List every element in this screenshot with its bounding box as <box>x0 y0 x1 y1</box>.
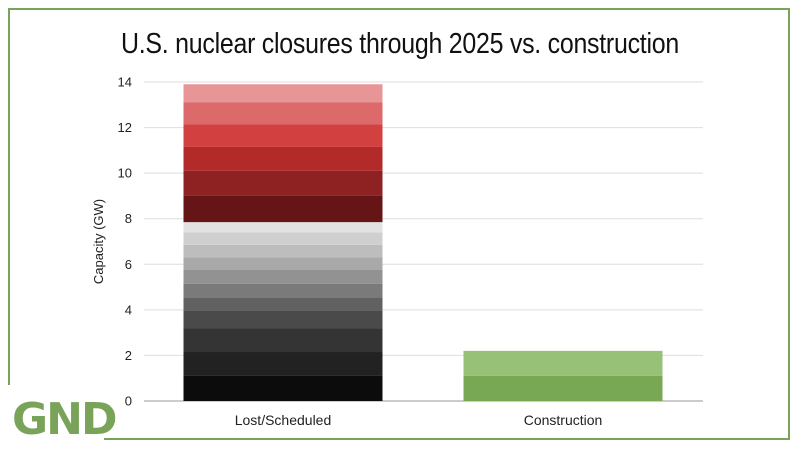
chart-frame <box>8 8 790 440</box>
bar-segment <box>183 195 383 223</box>
bar-segment <box>463 375 663 401</box>
bar-segment <box>183 222 383 233</box>
bar-segment <box>183 232 383 245</box>
y-tick-label: 6 <box>125 257 132 272</box>
bar-segment <box>183 170 383 196</box>
bar-segment <box>183 352 383 376</box>
bar-segment <box>183 310 383 329</box>
y-tick-label: 8 <box>125 211 132 226</box>
logo-background <box>0 385 104 450</box>
bar-segment <box>463 350 663 376</box>
y-tick-label: 10 <box>118 166 132 181</box>
bar-segment <box>183 297 383 311</box>
y-axis-label: Capacity (GW) <box>91 199 106 284</box>
bar-segment <box>183 146 383 171</box>
bar-segment <box>183 84 383 103</box>
bar-segment <box>183 102 383 125</box>
bar-segment <box>183 257 383 270</box>
bar-segment <box>183 269 383 284</box>
x-category-label: Construction <box>524 412 603 428</box>
y-tick-label: 2 <box>125 348 132 363</box>
logo-label: GND <box>12 394 117 445</box>
y-tick-label: 12 <box>118 120 132 135</box>
y-tick-label: 0 <box>125 394 132 409</box>
bar-segment <box>183 283 383 298</box>
chart-title: U.S. nuclear closures through 2025 vs. c… <box>120 28 679 60</box>
y-tick-label: 4 <box>125 302 132 317</box>
bar-segment <box>183 244 383 258</box>
bar-segment <box>183 328 383 353</box>
x-category-label: Lost/Scheduled <box>235 412 332 428</box>
bar-segment <box>183 124 383 147</box>
y-tick-label: 14 <box>118 75 132 90</box>
bar-segment <box>183 375 383 401</box>
gnd-logo-text: GND <box>12 394 117 445</box>
